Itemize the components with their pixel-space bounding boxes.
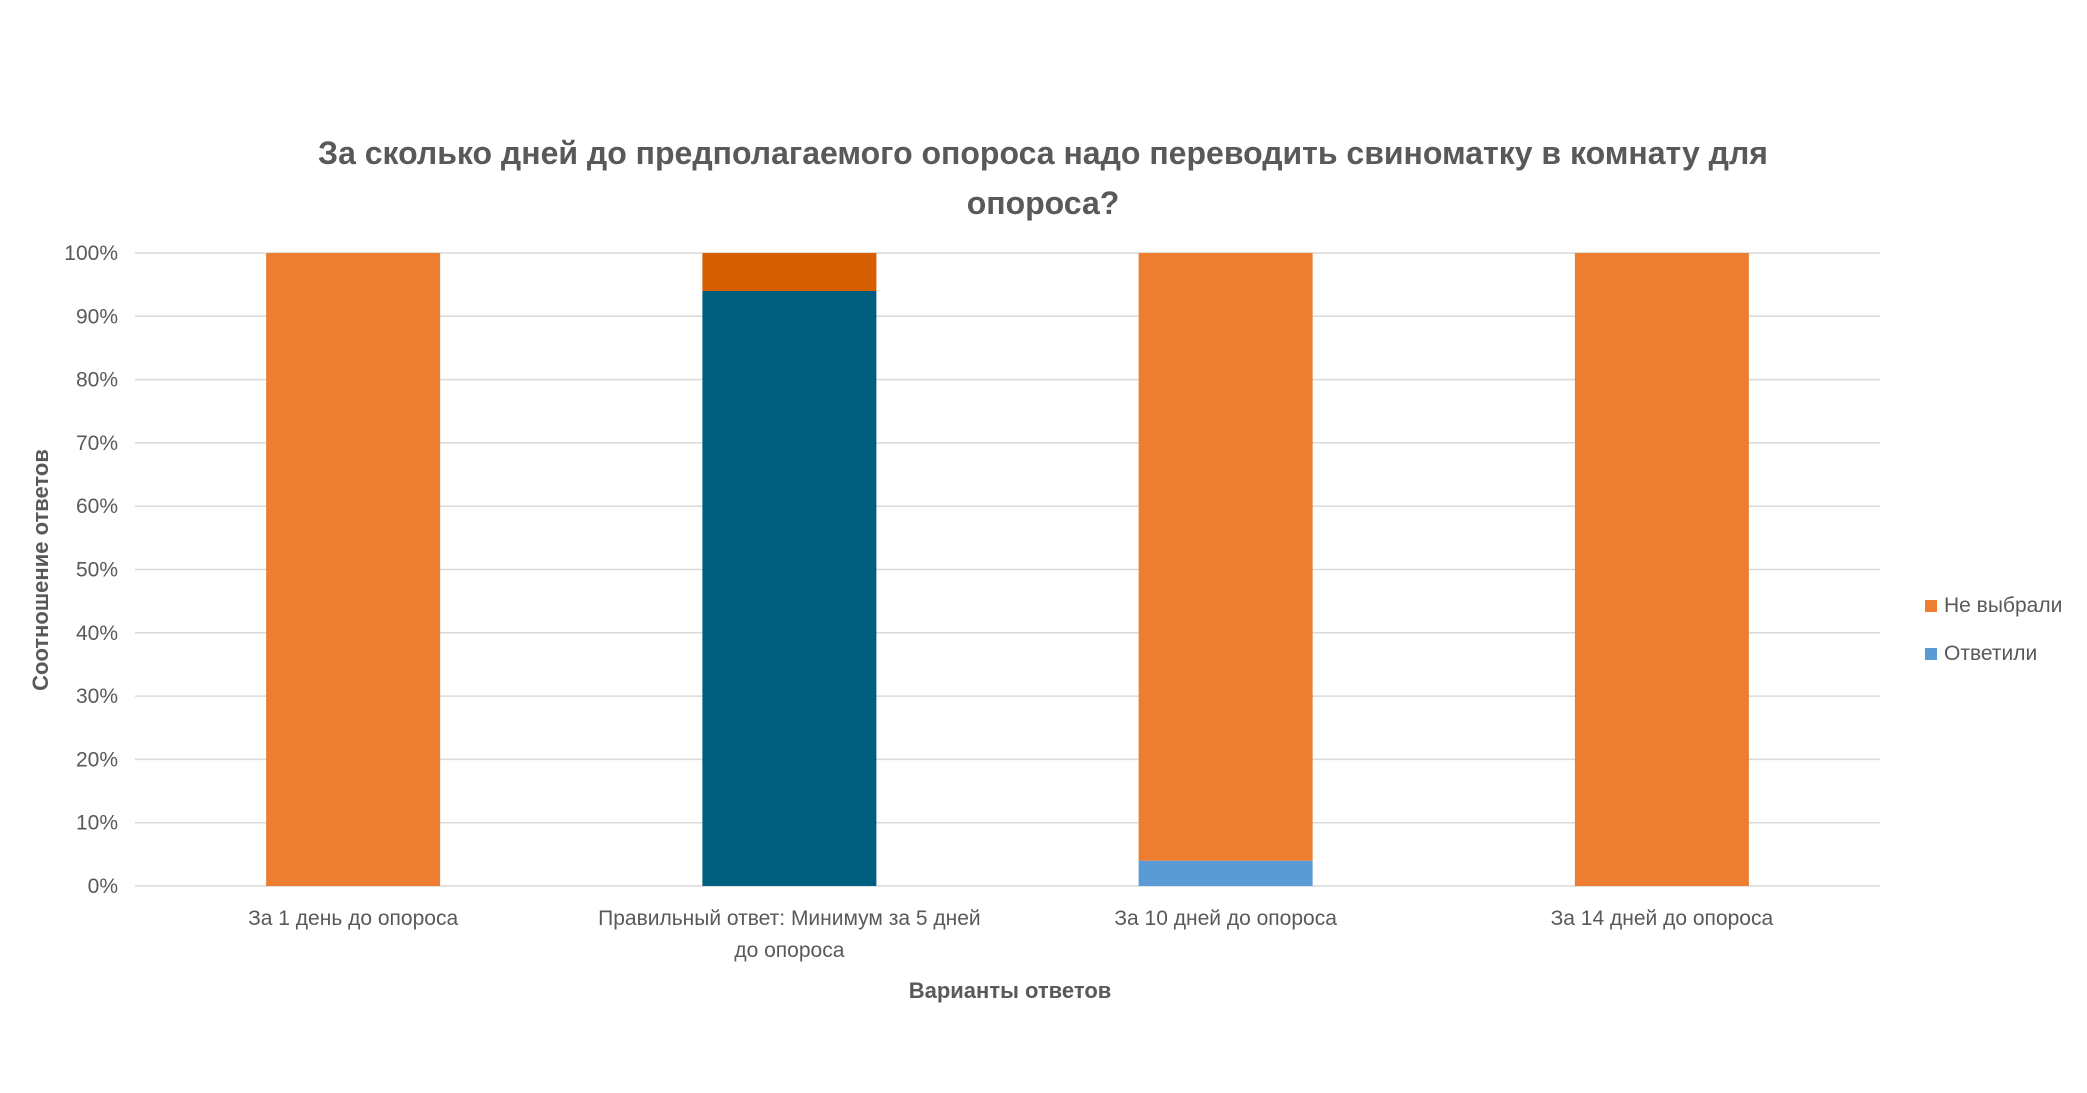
- y-tick-label: 10%: [76, 812, 118, 835]
- y-tick-label: 60%: [76, 495, 118, 518]
- x-axis-categories: За 1 день до опороса Правильный ответ: Ми…: [248, 907, 1773, 962]
- y-tick-label: 20%: [76, 748, 118, 771]
- chart-title-line: опороса?: [967, 185, 1120, 221]
- x-category-label: Правильный ответ: Минимум за 5 дней: [598, 907, 981, 930]
- y-tick-label: 0%: [88, 875, 118, 898]
- x-category-label: За 1 день до опороса: [248, 907, 458, 930]
- x-category-label: За 14 дней до опороса: [1551, 907, 1774, 930]
- bar-segment-not-selected: [266, 253, 441, 886]
- x-category-label: до опороса: [734, 939, 844, 962]
- legend-swatch: [1925, 600, 1937, 612]
- y-tick-label: 100%: [64, 242, 118, 265]
- bar-segment-not-selected: [1138, 253, 1313, 861]
- y-tick-label: 80%: [76, 369, 118, 392]
- y-tick-label: 30%: [76, 685, 118, 708]
- legend-swatch: [1925, 648, 1937, 660]
- bar-segment-answered: [1138, 860, 1313, 886]
- x-axis-label: Варианты ответов: [909, 978, 1112, 1003]
- bar-segment-not-selected: [1574, 253, 1749, 886]
- chart-title: За сколько дней до предполагаемого опоро…: [318, 135, 1768, 221]
- bars: [266, 253, 1749, 887]
- y-tick-label: 40%: [76, 622, 118, 645]
- bar-segment-not-selected: [702, 253, 877, 291]
- chart-title-line: За сколько дней до предполагаемого опоро…: [318, 135, 1768, 171]
- y-tick-label: 50%: [76, 559, 118, 582]
- y-tick-label: 90%: [76, 305, 118, 328]
- y-axis-label: Соотношение ответов: [28, 449, 53, 691]
- bar-segment-answered: [702, 290, 877, 887]
- legend: Не выбрали Ответили: [1925, 594, 2062, 665]
- y-tick-label: 70%: [76, 432, 118, 455]
- y-axis-ticks: 0% 10% 20% 30% 40% 50% 60% 70% 80% 90% 100%: [64, 242, 118, 898]
- legend-label: Ответили: [1944, 642, 2037, 665]
- legend-label: Не выбрали: [1944, 594, 2062, 617]
- x-category-label: За 10 дней до опороса: [1114, 907, 1337, 930]
